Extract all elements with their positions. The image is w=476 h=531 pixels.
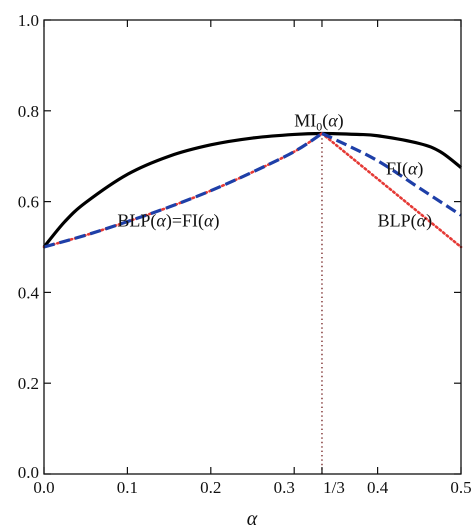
x-tick-label: 0.2 — [200, 478, 221, 497]
y-tick-label: 0.0 — [18, 463, 39, 482]
x-tick-label: 0.3 — [274, 478, 295, 497]
series-line-mi0 — [42, 131, 462, 249]
x-tick-label: 1/3 — [323, 478, 345, 497]
x-tick-label: 0.1 — [117, 478, 138, 497]
x-axis-label: α — [247, 508, 258, 530]
plot-area — [42, 131, 463, 474]
x-tick-label: 0.5 — [450, 478, 471, 497]
y-tick-label: 0.2 — [18, 374, 39, 393]
annotation-mi0: MI0(α) — [294, 111, 343, 134]
y-tick-label: 0.8 — [18, 102, 39, 121]
annotations: MI0(α) FI(α) BLP(α)=FI(α) BLP(α) — [117, 111, 432, 232]
annotation-blp: BLP(α) — [378, 211, 432, 232]
annotation-blp-fi: BLP(α)=FI(α) — [117, 211, 219, 232]
x-tick-label: 0.0 — [33, 478, 54, 497]
y-tick-labels: 0.0 0.2 0.4 0.6 0.8 1.0 — [18, 11, 40, 482]
annotation-fi: FI(α) — [386, 158, 423, 179]
axis-ticks — [43, 19, 462, 475]
x-tick-labels: 0.0 0.1 0.2 0.3 1/3 0.4 0.5 — [33, 478, 471, 497]
y-tick-label: 1.0 — [18, 11, 39, 30]
y-tick-label: 0.4 — [18, 283, 40, 302]
y-tick-label: 0.6 — [18, 193, 39, 212]
x-tick-label: 0.4 — [367, 478, 389, 497]
series-line-fi — [43, 132, 462, 249]
plot-frame — [43, 19, 462, 475]
